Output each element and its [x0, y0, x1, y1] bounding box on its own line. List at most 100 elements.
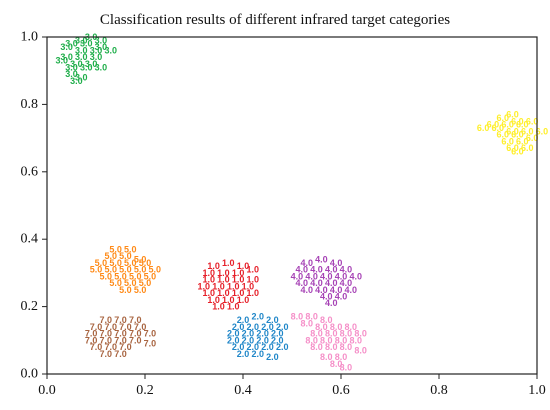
data-point: 2.0: [276, 342, 289, 352]
data-point: 2.0: [242, 329, 255, 339]
data-point: 4.0: [296, 265, 309, 275]
data-point: 4.0: [349, 271, 362, 281]
data-point: 5.0: [114, 271, 127, 281]
data-point: 3.0: [95, 35, 108, 45]
data-point: 5.0: [149, 265, 162, 275]
data-points: 1.0 1.0 1.01.0 1.0 1.0 1.01.0 1.0 1.0 1.01.0 1.0 1…: [55, 32, 548, 372]
data-point: 3.0: [75, 46, 88, 56]
data-point: 5.0: [124, 278, 137, 288]
data-point: 7.0: [129, 315, 142, 325]
data-point: 1.0: [212, 302, 225, 312]
data-point: 8.0: [330, 359, 343, 369]
data-point: 7.0: [85, 329, 98, 339]
data-point: 1.0: [217, 268, 230, 278]
data-point: 8.0: [325, 342, 338, 352]
data-point: 1.0: [227, 302, 240, 312]
data-point: 8.0: [354, 329, 367, 339]
x-tick-label: 0.0: [38, 383, 56, 398]
data-point: 7.0: [85, 335, 98, 345]
data-point: 8.0: [320, 335, 333, 345]
data-point: 7.0: [144, 339, 157, 349]
series-8-0: 8.0 8.0 8.08.0 8.0 8.0 8.08.0 8.0 8.0 8.08.0 8.0 8…: [291, 312, 367, 373]
data-point: 8.0: [349, 335, 362, 345]
chart-title: Classification results of different infr…: [100, 12, 450, 28]
data-point: 6.0: [516, 120, 529, 130]
data-point: 2.0: [271, 335, 284, 345]
data-point: 3.0: [65, 69, 78, 79]
data-point: 6.0: [496, 113, 509, 123]
data-point: 5.0: [95, 258, 108, 268]
x-tick-label: 0.4: [234, 383, 252, 398]
x-tick-label: 0.2: [136, 383, 154, 398]
data-point: 4.0: [335, 271, 348, 281]
data-point: 4.0: [345, 285, 358, 295]
series-7-0: 7.0 7.0 7.07.0 7.0 7.0 7.07.0 7.0 7.0 7.0 7.07.0 7…: [85, 315, 156, 359]
data-point: 8.0: [354, 345, 367, 355]
data-point: 3.0: [80, 39, 93, 49]
data-point: 6.0: [501, 120, 514, 130]
data-point: 6.0: [501, 137, 514, 147]
series-5-0: 5.0 5.05.0 5.0 5.05.0 5.0 5.0 5.05.0 5.0 5.0 5.0 5…: [90, 244, 161, 294]
data-point: 2.0: [256, 335, 269, 345]
data-point: 4.0: [296, 278, 309, 288]
data-point: 8.0: [305, 335, 318, 345]
data-point: 2.0: [276, 322, 289, 332]
data-point: 6.0: [506, 143, 519, 153]
data-point: 6.0: [521, 143, 534, 153]
data-point: 2.0: [251, 312, 264, 322]
data-point: 2.0: [266, 315, 279, 325]
data-point: 7.0: [134, 322, 147, 332]
data-point: 4.0: [325, 278, 338, 288]
data-point: 3.0: [55, 56, 68, 66]
data-point: 2.0: [256, 329, 269, 339]
data-point: 5.0: [104, 265, 117, 275]
data-point: 5.0: [119, 265, 132, 275]
data-point: 6.0: [511, 130, 524, 140]
y-tick-label: 0.8: [21, 97, 39, 112]
data-point: 3.0: [75, 72, 88, 82]
data-point: 6.0: [511, 116, 524, 126]
data-point: 1.0: [207, 295, 220, 305]
data-point: 3.0: [70, 59, 83, 69]
data-point: 5.0: [90, 265, 103, 275]
data-point: 8.0: [310, 329, 323, 339]
data-point: 3.0: [80, 62, 93, 72]
data-point: 7.0: [104, 322, 117, 332]
data-point: 6.0: [506, 126, 519, 136]
data-point: 4.0: [325, 298, 338, 308]
data-point: 1.0: [227, 281, 240, 291]
data-point: 6.0: [536, 126, 549, 136]
data-point: 2.0: [266, 352, 279, 362]
data-point: 7.0: [129, 335, 142, 345]
data-point: 1.0: [247, 265, 260, 275]
data-point: 5.0: [109, 278, 122, 288]
data-point: 1.0: [237, 261, 250, 271]
data-point: 5.0: [139, 278, 152, 288]
data-point: 6.0: [516, 137, 529, 147]
data-point: 6.0: [496, 130, 509, 140]
data-point: 7.0: [90, 322, 103, 332]
data-point: 3.0: [95, 62, 108, 72]
data-point: 4.0: [340, 278, 353, 288]
data-point: 1.0: [212, 281, 225, 291]
series-3-0: 3.03.0 3.03.0 3.0 3.03.0 3.0 3.0 3.03.0 3.0 3.03…: [55, 32, 117, 86]
data-point: 8.0: [335, 335, 348, 345]
series-6-0: 6.06.0 6.0 6.06.0 6.0 6.06.0 6.0 6.0 6.0 6.06.0 6…: [477, 110, 548, 157]
data-point: 4.0: [330, 285, 343, 295]
y-tick-label: 0.4: [21, 232, 39, 247]
data-point: 7.0: [100, 335, 113, 345]
data-point: 4.0: [325, 265, 338, 275]
data-point: 7.0: [114, 349, 127, 359]
data-point: 6.0: [477, 123, 490, 133]
data-point: 8.0: [291, 312, 304, 322]
data-point: 1.0: [232, 268, 245, 278]
data-point: 7.0: [144, 329, 157, 339]
axes-frame: [46, 36, 538, 375]
axes: 0.00.00.20.20.40.40.60.60.80.81.01.0: [21, 30, 546, 399]
data-point: 5.0: [100, 271, 113, 281]
data-point: 6.0: [492, 123, 505, 133]
data-point: 5.0: [104, 251, 117, 261]
data-point: 5.0: [144, 271, 157, 281]
